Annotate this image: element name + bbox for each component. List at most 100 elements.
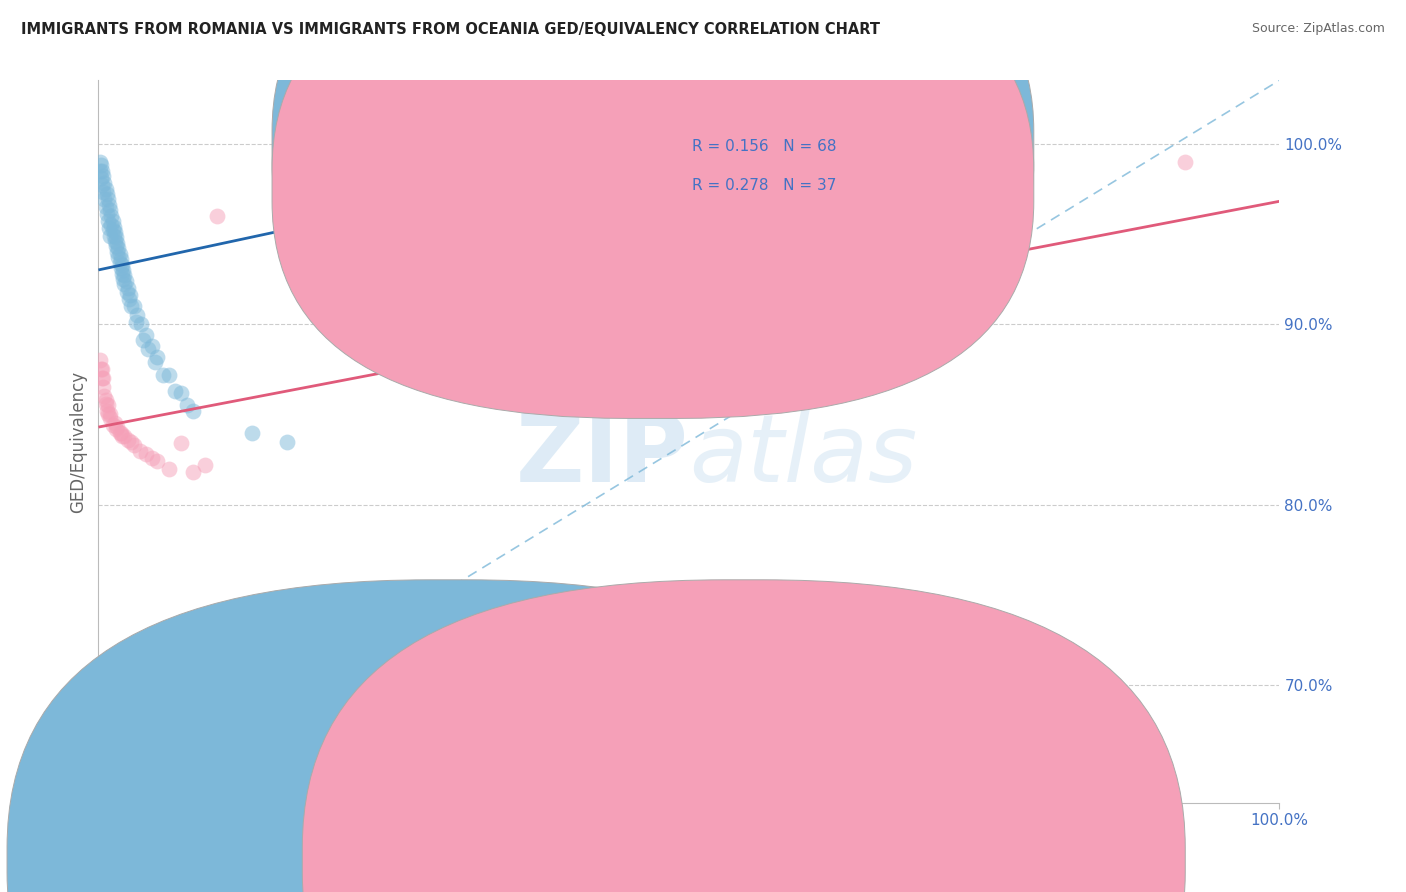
Point bbox=[103, 219, 125, 234]
Point bbox=[91, 371, 114, 385]
Point bbox=[394, 660, 416, 674]
Point bbox=[91, 371, 114, 385]
Point bbox=[103, 228, 125, 243]
Point bbox=[108, 246, 131, 260]
Point bbox=[152, 368, 174, 382]
Point bbox=[110, 425, 132, 440]
Point bbox=[100, 218, 122, 232]
Point bbox=[98, 221, 121, 235]
Point bbox=[105, 230, 128, 244]
Point bbox=[91, 163, 114, 178]
Point bbox=[94, 181, 117, 195]
Text: Immigrants from Oceania: Immigrants from Oceania bbox=[773, 853, 969, 867]
Text: Immigrants from Romania: Immigrants from Romania bbox=[478, 853, 678, 867]
Point bbox=[120, 288, 142, 302]
Point bbox=[98, 203, 121, 218]
Point bbox=[181, 465, 204, 479]
Point bbox=[129, 317, 152, 331]
Point bbox=[170, 436, 193, 450]
Point bbox=[93, 193, 115, 207]
Text: Source: ZipAtlas.com: Source: ZipAtlas.com bbox=[1251, 22, 1385, 36]
Point bbox=[94, 200, 117, 214]
Point bbox=[100, 209, 122, 223]
Point bbox=[240, 425, 263, 440]
Point bbox=[108, 425, 131, 440]
Point bbox=[98, 198, 121, 212]
Point bbox=[127, 308, 149, 322]
Point bbox=[93, 176, 115, 190]
Point bbox=[146, 454, 169, 468]
Point bbox=[105, 420, 128, 434]
Point bbox=[105, 422, 128, 436]
Point bbox=[110, 252, 132, 266]
Point bbox=[97, 214, 120, 228]
Point bbox=[94, 392, 117, 407]
Point bbox=[276, 434, 298, 449]
Point bbox=[165, 384, 187, 398]
Point bbox=[441, 687, 464, 701]
FancyBboxPatch shape bbox=[600, 109, 920, 218]
Point bbox=[101, 223, 124, 237]
Point bbox=[107, 241, 129, 255]
Point bbox=[89, 353, 111, 368]
Point bbox=[97, 408, 120, 422]
Point bbox=[91, 362, 114, 376]
Point bbox=[91, 178, 114, 192]
Point bbox=[107, 250, 129, 264]
Point bbox=[89, 154, 111, 169]
Point bbox=[135, 328, 157, 343]
Point bbox=[157, 368, 180, 382]
Point bbox=[112, 277, 135, 292]
Point bbox=[97, 398, 120, 412]
Point bbox=[143, 355, 166, 369]
Point bbox=[121, 299, 143, 313]
Point bbox=[97, 193, 120, 207]
Point bbox=[112, 429, 135, 443]
Text: R = 0.156   N = 68: R = 0.156 N = 68 bbox=[693, 139, 837, 154]
Point bbox=[96, 404, 118, 418]
Point bbox=[98, 408, 121, 422]
Point bbox=[111, 267, 134, 281]
Point bbox=[105, 239, 128, 253]
Point bbox=[141, 339, 163, 353]
Point bbox=[157, 461, 180, 475]
Point bbox=[125, 315, 148, 329]
Point bbox=[205, 209, 228, 223]
Point bbox=[114, 274, 136, 288]
Point bbox=[110, 261, 132, 276]
FancyBboxPatch shape bbox=[271, 0, 1033, 418]
Point bbox=[105, 244, 128, 259]
Point bbox=[90, 362, 112, 376]
FancyBboxPatch shape bbox=[271, 0, 1033, 380]
Point bbox=[90, 158, 112, 172]
Point bbox=[89, 163, 111, 178]
Point bbox=[136, 343, 159, 357]
Point bbox=[122, 438, 145, 452]
Point bbox=[146, 350, 169, 364]
Point bbox=[91, 186, 114, 200]
Point bbox=[108, 256, 131, 270]
Point bbox=[104, 225, 127, 239]
Point bbox=[117, 433, 139, 447]
Point bbox=[94, 396, 117, 410]
Point bbox=[112, 263, 135, 277]
Point bbox=[98, 228, 121, 243]
Point bbox=[112, 268, 135, 283]
Point bbox=[121, 434, 143, 449]
Point bbox=[112, 272, 135, 286]
Point bbox=[101, 214, 124, 228]
Text: atlas: atlas bbox=[689, 410, 917, 501]
Point bbox=[115, 285, 138, 299]
Point bbox=[176, 398, 198, 412]
Point bbox=[104, 234, 127, 248]
Point bbox=[91, 169, 114, 183]
Point bbox=[132, 334, 155, 348]
Text: IMMIGRANTS FROM ROMANIA VS IMMIGRANTS FROM OCEANIA GED/EQUIVALENCY CORRELATION C: IMMIGRANTS FROM ROMANIA VS IMMIGRANTS FR… bbox=[21, 22, 880, 37]
Point bbox=[90, 170, 112, 185]
Point bbox=[128, 443, 150, 458]
Point bbox=[96, 207, 118, 221]
Point bbox=[181, 404, 204, 418]
Point bbox=[111, 258, 134, 272]
Point bbox=[117, 281, 139, 295]
Point bbox=[170, 385, 193, 400]
